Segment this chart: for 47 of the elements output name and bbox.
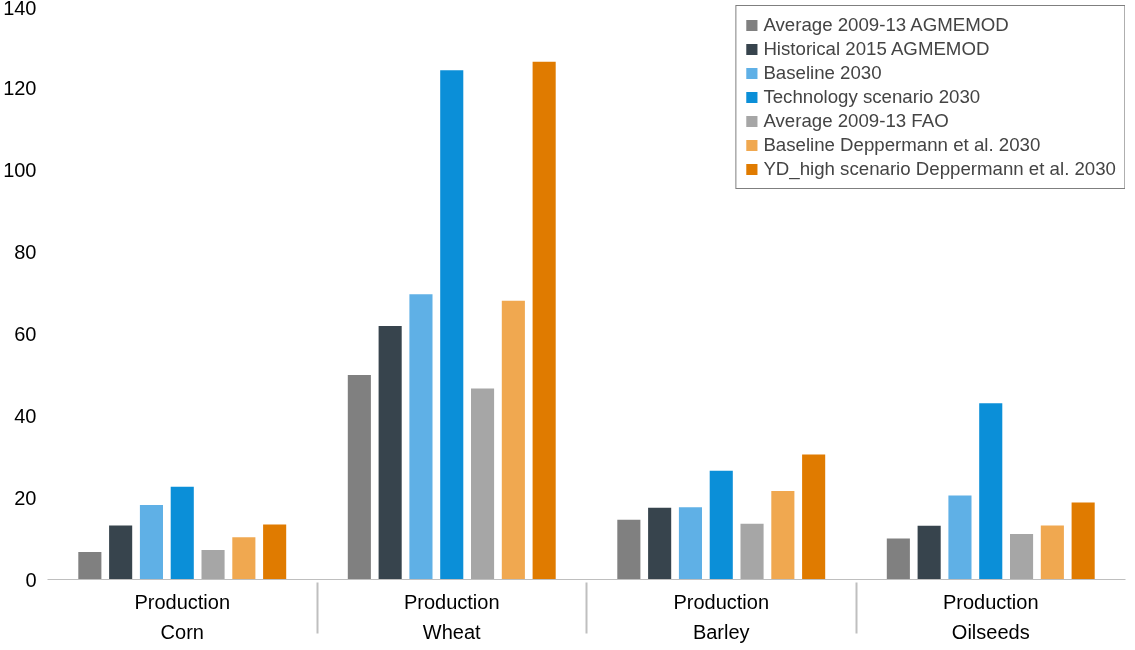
- y-tick-label: 80: [14, 240, 37, 263]
- y-tick-label: 0: [25, 568, 37, 591]
- bar: [948, 495, 972, 580]
- bar: [532, 61, 556, 580]
- bar: [232, 537, 256, 580]
- bar: [1010, 533, 1034, 580]
- bar: [886, 538, 910, 580]
- legend-label: Historical 2015 AGMEMOD: [763, 38, 990, 60]
- y-tick-label: 60: [14, 322, 37, 345]
- legend-label: Baseline Deppermann et al. 2030: [763, 134, 1041, 156]
- legend-label: YD_high scenario Deppermann et al. 2030: [763, 158, 1116, 180]
- category-label: Production Wheat: [403, 590, 500, 643]
- category-label: Production Barley: [673, 590, 770, 643]
- legend-label: Technology scenario 2030: [763, 86, 981, 108]
- legend-label: Baseline 2030: [763, 62, 882, 84]
- bar: [501, 300, 525, 580]
- bar: [617, 519, 641, 580]
- bar: [409, 294, 433, 580]
- bar: [1040, 525, 1064, 580]
- bar: [740, 523, 764, 580]
- y-tick-label: 120: [3, 76, 37, 99]
- bar: [802, 454, 826, 580]
- legend-label: Average 2009-13 FAO: [763, 110, 949, 132]
- category-label: Production Oilseeds: [942, 590, 1039, 643]
- legend-label: Average 2009-13 AGMEMOD: [763, 14, 1009, 36]
- bar: [263, 524, 287, 580]
- bar: [440, 70, 464, 580]
- y-tick-label: 140: [3, 0, 37, 19]
- bar: [471, 388, 495, 580]
- bar: [170, 486, 194, 580]
- bar: [678, 507, 702, 580]
- y-tick-label: 20: [14, 486, 37, 509]
- bar: [709, 470, 733, 580]
- bar: [347, 374, 371, 580]
- bar: [917, 525, 941, 580]
- bar: [1071, 502, 1095, 580]
- y-tick-label: 100: [3, 158, 37, 181]
- y-tick-label: 40: [14, 404, 37, 427]
- bar: [109, 525, 133, 580]
- bar: [78, 552, 102, 580]
- bar: [201, 549, 225, 580]
- bar: [979, 403, 1003, 580]
- bar: [139, 504, 163, 580]
- bar: [378, 326, 402, 580]
- category-label: Production Corn: [134, 590, 231, 643]
- bar: [771, 490, 795, 580]
- bar: [648, 507, 672, 580]
